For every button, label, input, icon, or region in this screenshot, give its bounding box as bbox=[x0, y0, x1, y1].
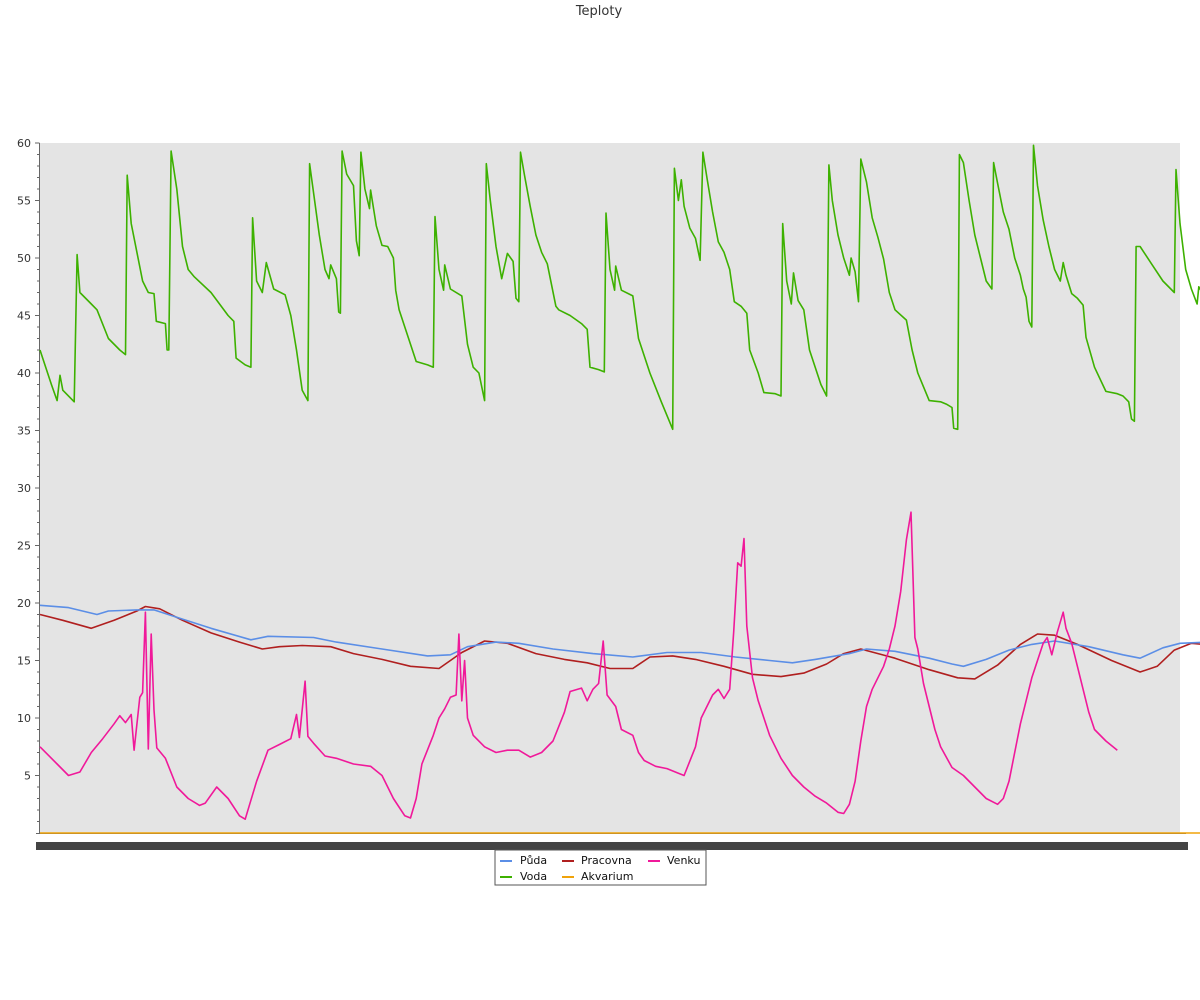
series-line-puda bbox=[39, 604, 1200, 668]
y-tick-label: 50 bbox=[17, 252, 31, 265]
series-line-pracovna bbox=[39, 605, 1200, 680]
legend: Půda Pracovna Venku Voda Akvarium bbox=[494, 849, 707, 886]
y-axis: 5 10 15 20 25 30 35 40 45 50 55 60 bbox=[17, 137, 40, 833]
y-tick-label: 35 bbox=[17, 425, 31, 438]
y-tick-label: 25 bbox=[17, 540, 31, 553]
series-line-venku bbox=[39, 511, 1118, 821]
series-layer bbox=[39, 144, 1200, 834]
legend-label-voda: Voda bbox=[520, 870, 547, 883]
legend-label-venku: Venku bbox=[667, 854, 700, 867]
legend-label-puda: Půda bbox=[520, 854, 547, 867]
plot-area bbox=[40, 143, 1180, 833]
legend-label-akvarium: Akvarium bbox=[581, 870, 633, 883]
chart-title: Teploty bbox=[575, 4, 623, 19]
y-tick-label: 45 bbox=[17, 310, 31, 323]
legend-box bbox=[494, 849, 707, 886]
x-axis bbox=[36, 833, 1188, 850]
legend-label-pracovna: Pracovna bbox=[581, 854, 632, 867]
y-tick-label: 5 bbox=[24, 770, 31, 783]
y-tick-label: 10 bbox=[17, 712, 31, 725]
y-tick-label: 60 bbox=[17, 137, 31, 150]
y-tick-label: 15 bbox=[17, 655, 31, 668]
x-tick-labels bbox=[36, 842, 1188, 850]
y-tick-label: 55 bbox=[17, 195, 31, 208]
y-tick-label: 40 bbox=[17, 367, 31, 380]
y-tick-label: 30 bbox=[17, 482, 31, 495]
series-line-voda bbox=[39, 144, 1200, 431]
y-tick-label: 20 bbox=[17, 597, 31, 610]
